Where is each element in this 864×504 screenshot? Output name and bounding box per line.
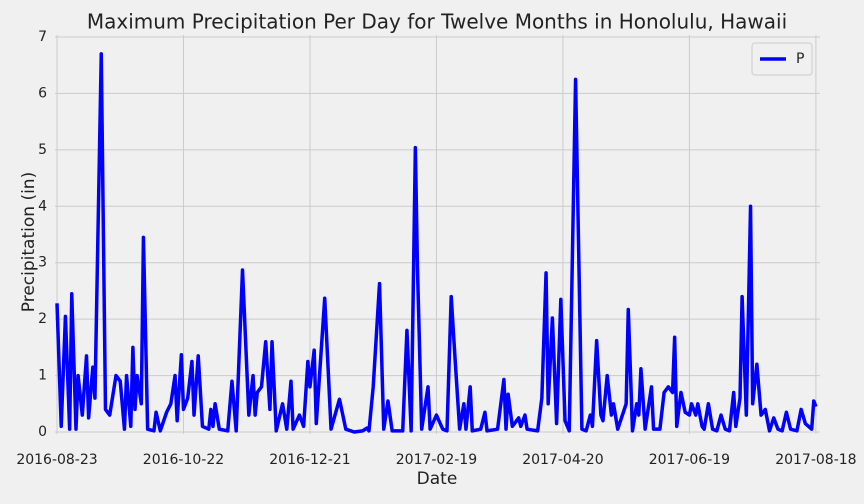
data-line [55, 52, 818, 434]
y-tick-label: 4 [38, 198, 47, 214]
x-tick-label: 2017-06-19 [649, 452, 730, 468]
y-tick-label: 7 [38, 29, 47, 45]
x-tick-label: 2016-10-22 [143, 452, 224, 468]
y-axis-label: Precipitation (in) [19, 172, 39, 312]
x-tick-label: 2017-08-18 [775, 452, 856, 468]
y-tick-label: 6 [38, 85, 47, 101]
x-tick-label: 2016-08-23 [16, 452, 97, 468]
x-tick-label: 2016-12-21 [269, 452, 350, 468]
legend: P [751, 42, 813, 76]
y-tick-label: 0 [38, 424, 47, 440]
y-tick-label: 1 [38, 368, 47, 384]
x-tick-label: 2017-04-20 [522, 452, 603, 468]
x-tick-label: 2017-02-19 [396, 452, 477, 468]
chart-title: Maximum Precipitation Per Day for Twelve… [87, 10, 787, 34]
y-tick-label: 2 [38, 311, 47, 327]
x-axis-label: Date [417, 469, 458, 489]
y-tick-label: 5 [38, 142, 47, 158]
legend-label: P [796, 51, 804, 67]
y-tick-label: 3 [38, 255, 47, 271]
